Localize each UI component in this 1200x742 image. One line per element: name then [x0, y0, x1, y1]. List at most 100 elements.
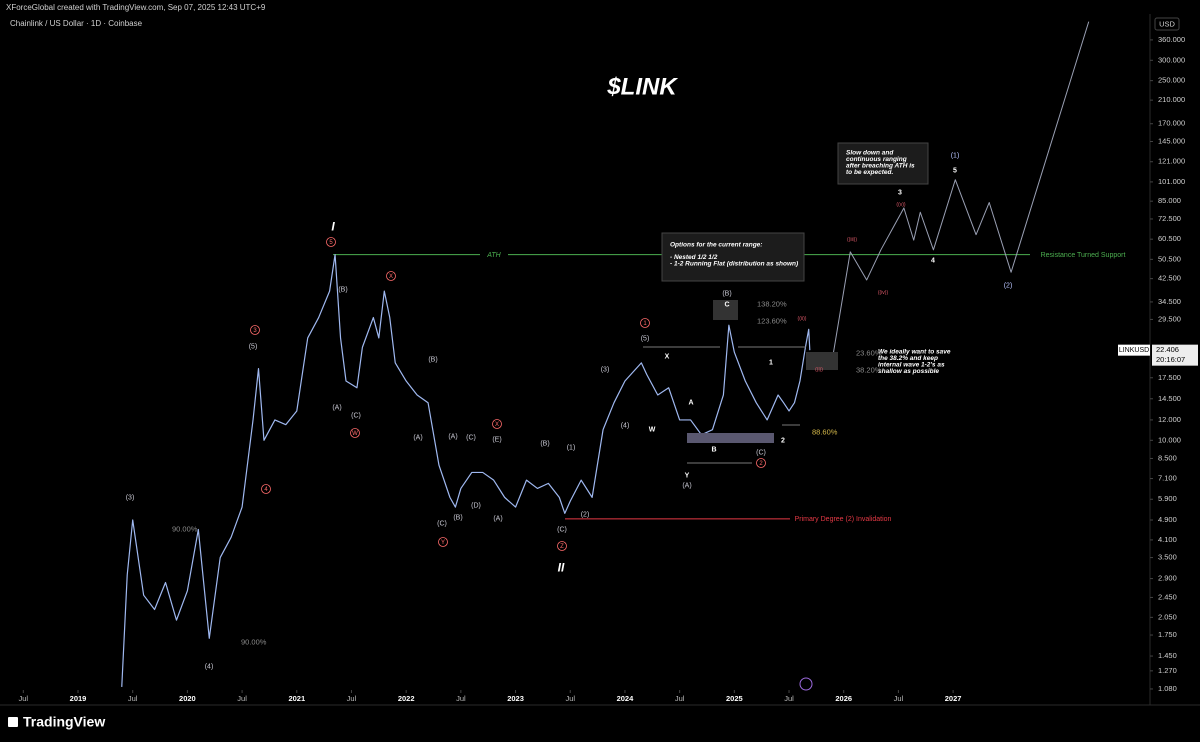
- price-label: 22.406: [1156, 345, 1179, 354]
- wave-circle: [350, 428, 360, 438]
- wave-label: 138.20%: [757, 299, 787, 308]
- wave-label: Z: [560, 544, 564, 550]
- wave-label: 38.20%: [856, 365, 882, 374]
- y-tick-label: 1.450: [1158, 651, 1177, 660]
- wave-label: W: [352, 431, 358, 437]
- wave-label: 123.60%: [757, 316, 787, 325]
- x-tick-label: Jul: [19, 694, 29, 703]
- wave-label: 4: [264, 487, 268, 493]
- wave-label: 90.00%: [172, 524, 198, 533]
- logo-text: TradingView: [23, 714, 105, 730]
- y-tick-label: 14.500: [1158, 394, 1181, 403]
- wave-label: 23.60%: [856, 348, 882, 357]
- level-label: Resistance Turned Support: [1041, 252, 1126, 259]
- y-tick-label: 10.000: [1158, 435, 1181, 444]
- wave-label: (2): [581, 511, 590, 518]
- note-box: [661, 232, 805, 282]
- wave-label: (A): [413, 434, 422, 441]
- note-text: Options for the current range:: [670, 242, 762, 249]
- y-tick-label: 60.500: [1158, 234, 1181, 243]
- note-text: We ideally want to save: [878, 349, 951, 356]
- fib-box: [806, 352, 838, 370]
- note-box: [837, 142, 929, 185]
- y-tick-label: 170.000: [1158, 119, 1185, 128]
- y-tick-label: 72.500: [1158, 214, 1181, 223]
- logo-icon: [8, 717, 18, 727]
- y-tick-label: 17.500: [1158, 373, 1181, 382]
- price-line: [121, 254, 811, 687]
- y-tick-label: 121.000: [1158, 157, 1185, 166]
- note-text: after breaching ATH is: [846, 163, 915, 170]
- x-tick-label: 2021: [288, 694, 305, 703]
- wave-label: ((ii)): [798, 316, 807, 322]
- wave-label: 2: [781, 437, 785, 444]
- header: XForceGlobal created with TradingView.co…: [6, 3, 266, 12]
- wave-circle: [492, 419, 502, 429]
- wave-label: (B): [453, 514, 462, 521]
- x-tick-label: 2019: [70, 694, 87, 703]
- symbol-label: LINKUSD: [1119, 347, 1149, 354]
- wave-label: 3: [253, 328, 257, 334]
- y-tick-label: 8.500: [1158, 453, 1177, 462]
- y-tick-label: 50.500: [1158, 254, 1181, 263]
- note-text: to be expected.: [846, 169, 894, 176]
- wave-label: 4: [931, 257, 935, 264]
- y-tick-label: 2.050: [1158, 612, 1177, 621]
- wave-label: Y: [685, 472, 690, 479]
- y-tick-label: 5.900: [1158, 494, 1177, 503]
- wave-label: (E): [492, 436, 501, 443]
- wave-label: (1): [567, 444, 576, 451]
- x-tick-label: Jul: [128, 694, 138, 703]
- wave-label: X: [495, 422, 499, 428]
- wave-label: (A): [493, 515, 502, 522]
- y-tick-label: 34.500: [1158, 297, 1181, 306]
- y-tick-label: 42.500: [1158, 274, 1181, 283]
- wave-label: (C): [466, 434, 476, 441]
- y-tick-label: 360.000: [1158, 35, 1185, 44]
- x-tick-label: Jul: [237, 694, 247, 703]
- currency-box[interactable]: [1154, 17, 1180, 31]
- wave-label: (A): [332, 404, 341, 411]
- wave-label: (C): [437, 520, 447, 527]
- wave-label: (A): [682, 482, 691, 489]
- note-text: internal wave 1-2's as: [878, 362, 945, 369]
- y-tick-label: 250.000: [1158, 76, 1185, 85]
- wave-label: (C): [351, 412, 361, 419]
- y-tick-label: 1.750: [1158, 630, 1177, 639]
- symbol[interactable]: Chainlink / US Dollar · 1D · Coinbase: [10, 19, 143, 28]
- countdown: 20:16:07: [1156, 355, 1185, 364]
- wave-circle: [386, 271, 396, 281]
- wave-label: 5: [329, 240, 333, 246]
- x-tick-label: 2024: [617, 694, 635, 703]
- wave-label: (4): [205, 663, 214, 670]
- note-text: the 38.2% and keep: [878, 355, 938, 362]
- y-tick-label: 2.450: [1158, 592, 1177, 601]
- y-tick-label: 2.900: [1158, 574, 1177, 583]
- wave-label: (5): [641, 335, 650, 342]
- wave-label: (A): [448, 433, 457, 440]
- chart-title: $LINK: [606, 73, 678, 100]
- wave-label: (3): [601, 366, 610, 373]
- wave-circle: [756, 458, 766, 468]
- x-tick-label: Jul: [456, 694, 466, 703]
- wave-circle: [640, 318, 650, 328]
- x-tick-label: Jul: [347, 694, 357, 703]
- price-label-box: [1152, 344, 1198, 366]
- x-tick-label: Jul: [894, 694, 904, 703]
- currency: USD: [1159, 19, 1175, 28]
- event-icon[interactable]: [799, 677, 813, 691]
- y-tick-label: 145.000: [1158, 136, 1185, 145]
- x-tick-label: 2020: [179, 694, 196, 703]
- y-tick-label: 7.100: [1158, 474, 1177, 483]
- x-tick-label: 2025: [726, 694, 743, 703]
- y-tick-label: 1.270: [1158, 666, 1177, 675]
- wave-label: (B): [722, 290, 731, 297]
- wave-label: (B): [338, 286, 347, 293]
- note-text: continuous ranging: [846, 156, 907, 163]
- wave-label: I: [331, 220, 335, 234]
- x-tick-label: 2022: [398, 694, 415, 703]
- projection-line: [830, 21, 1090, 370]
- logo: TradingView: [8, 714, 105, 730]
- level-label: Primary Degree (2) Invalidation: [795, 516, 892, 523]
